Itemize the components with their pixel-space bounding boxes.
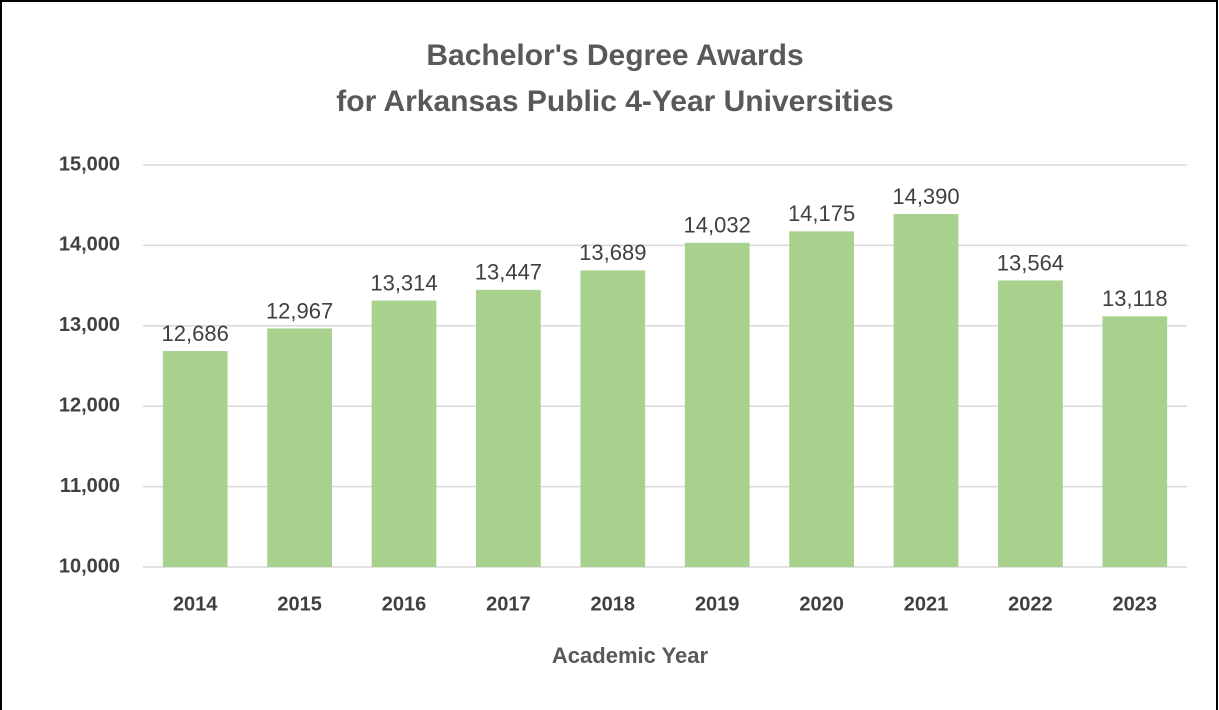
x-tick-label: 2016	[382, 593, 427, 615]
x-tick-label: 2015	[277, 593, 322, 615]
data-label: 12,686	[162, 321, 229, 346]
data-label: 12,967	[266, 298, 333, 323]
x-tick-label: 2023	[1113, 593, 1158, 615]
data-label: 13,689	[579, 240, 646, 265]
y-tick-label: 13,000	[59, 314, 120, 336]
x-tick-label: 2019	[695, 593, 740, 615]
chart-title: for Arkansas Public 4-Year Universities	[336, 85, 893, 118]
bar	[580, 270, 646, 567]
x-axis-title: Academic Year	[552, 643, 709, 668]
y-tick-label: 11,000	[60, 475, 120, 497]
bar	[371, 300, 437, 567]
y-tick-label: 12,000	[59, 394, 120, 416]
y-tick-label: 15,000	[59, 153, 120, 175]
data-label: 13,447	[475, 260, 542, 285]
x-tick-label: 2017	[486, 593, 531, 615]
data-label: 14,390	[892, 184, 959, 209]
bar	[998, 280, 1063, 567]
bar	[162, 351, 228, 567]
data-label: 14,032	[684, 213, 751, 238]
x-tick-label: 2021	[904, 593, 949, 615]
data-label: 14,175	[788, 201, 855, 226]
x-tick-label: 2020	[799, 593, 844, 615]
x-tick-label: 2022	[1008, 593, 1053, 615]
data-label: 13,564	[997, 250, 1064, 275]
data-label: 13,314	[370, 270, 437, 295]
bar	[789, 231, 854, 567]
chart-title: Bachelor's Degree Awards	[426, 39, 803, 72]
y-tick-label: 10,000	[59, 555, 120, 577]
bar	[684, 242, 750, 567]
x-tick-label: 2014	[173, 593, 218, 615]
y-tick-label: 14,000	[59, 234, 120, 256]
data-label: 13,118	[1102, 286, 1168, 311]
bar	[893, 214, 959, 567]
bar	[267, 328, 332, 567]
bar	[476, 289, 541, 567]
x-tick-label: 2018	[591, 593, 636, 615]
bar	[1102, 316, 1168, 567]
